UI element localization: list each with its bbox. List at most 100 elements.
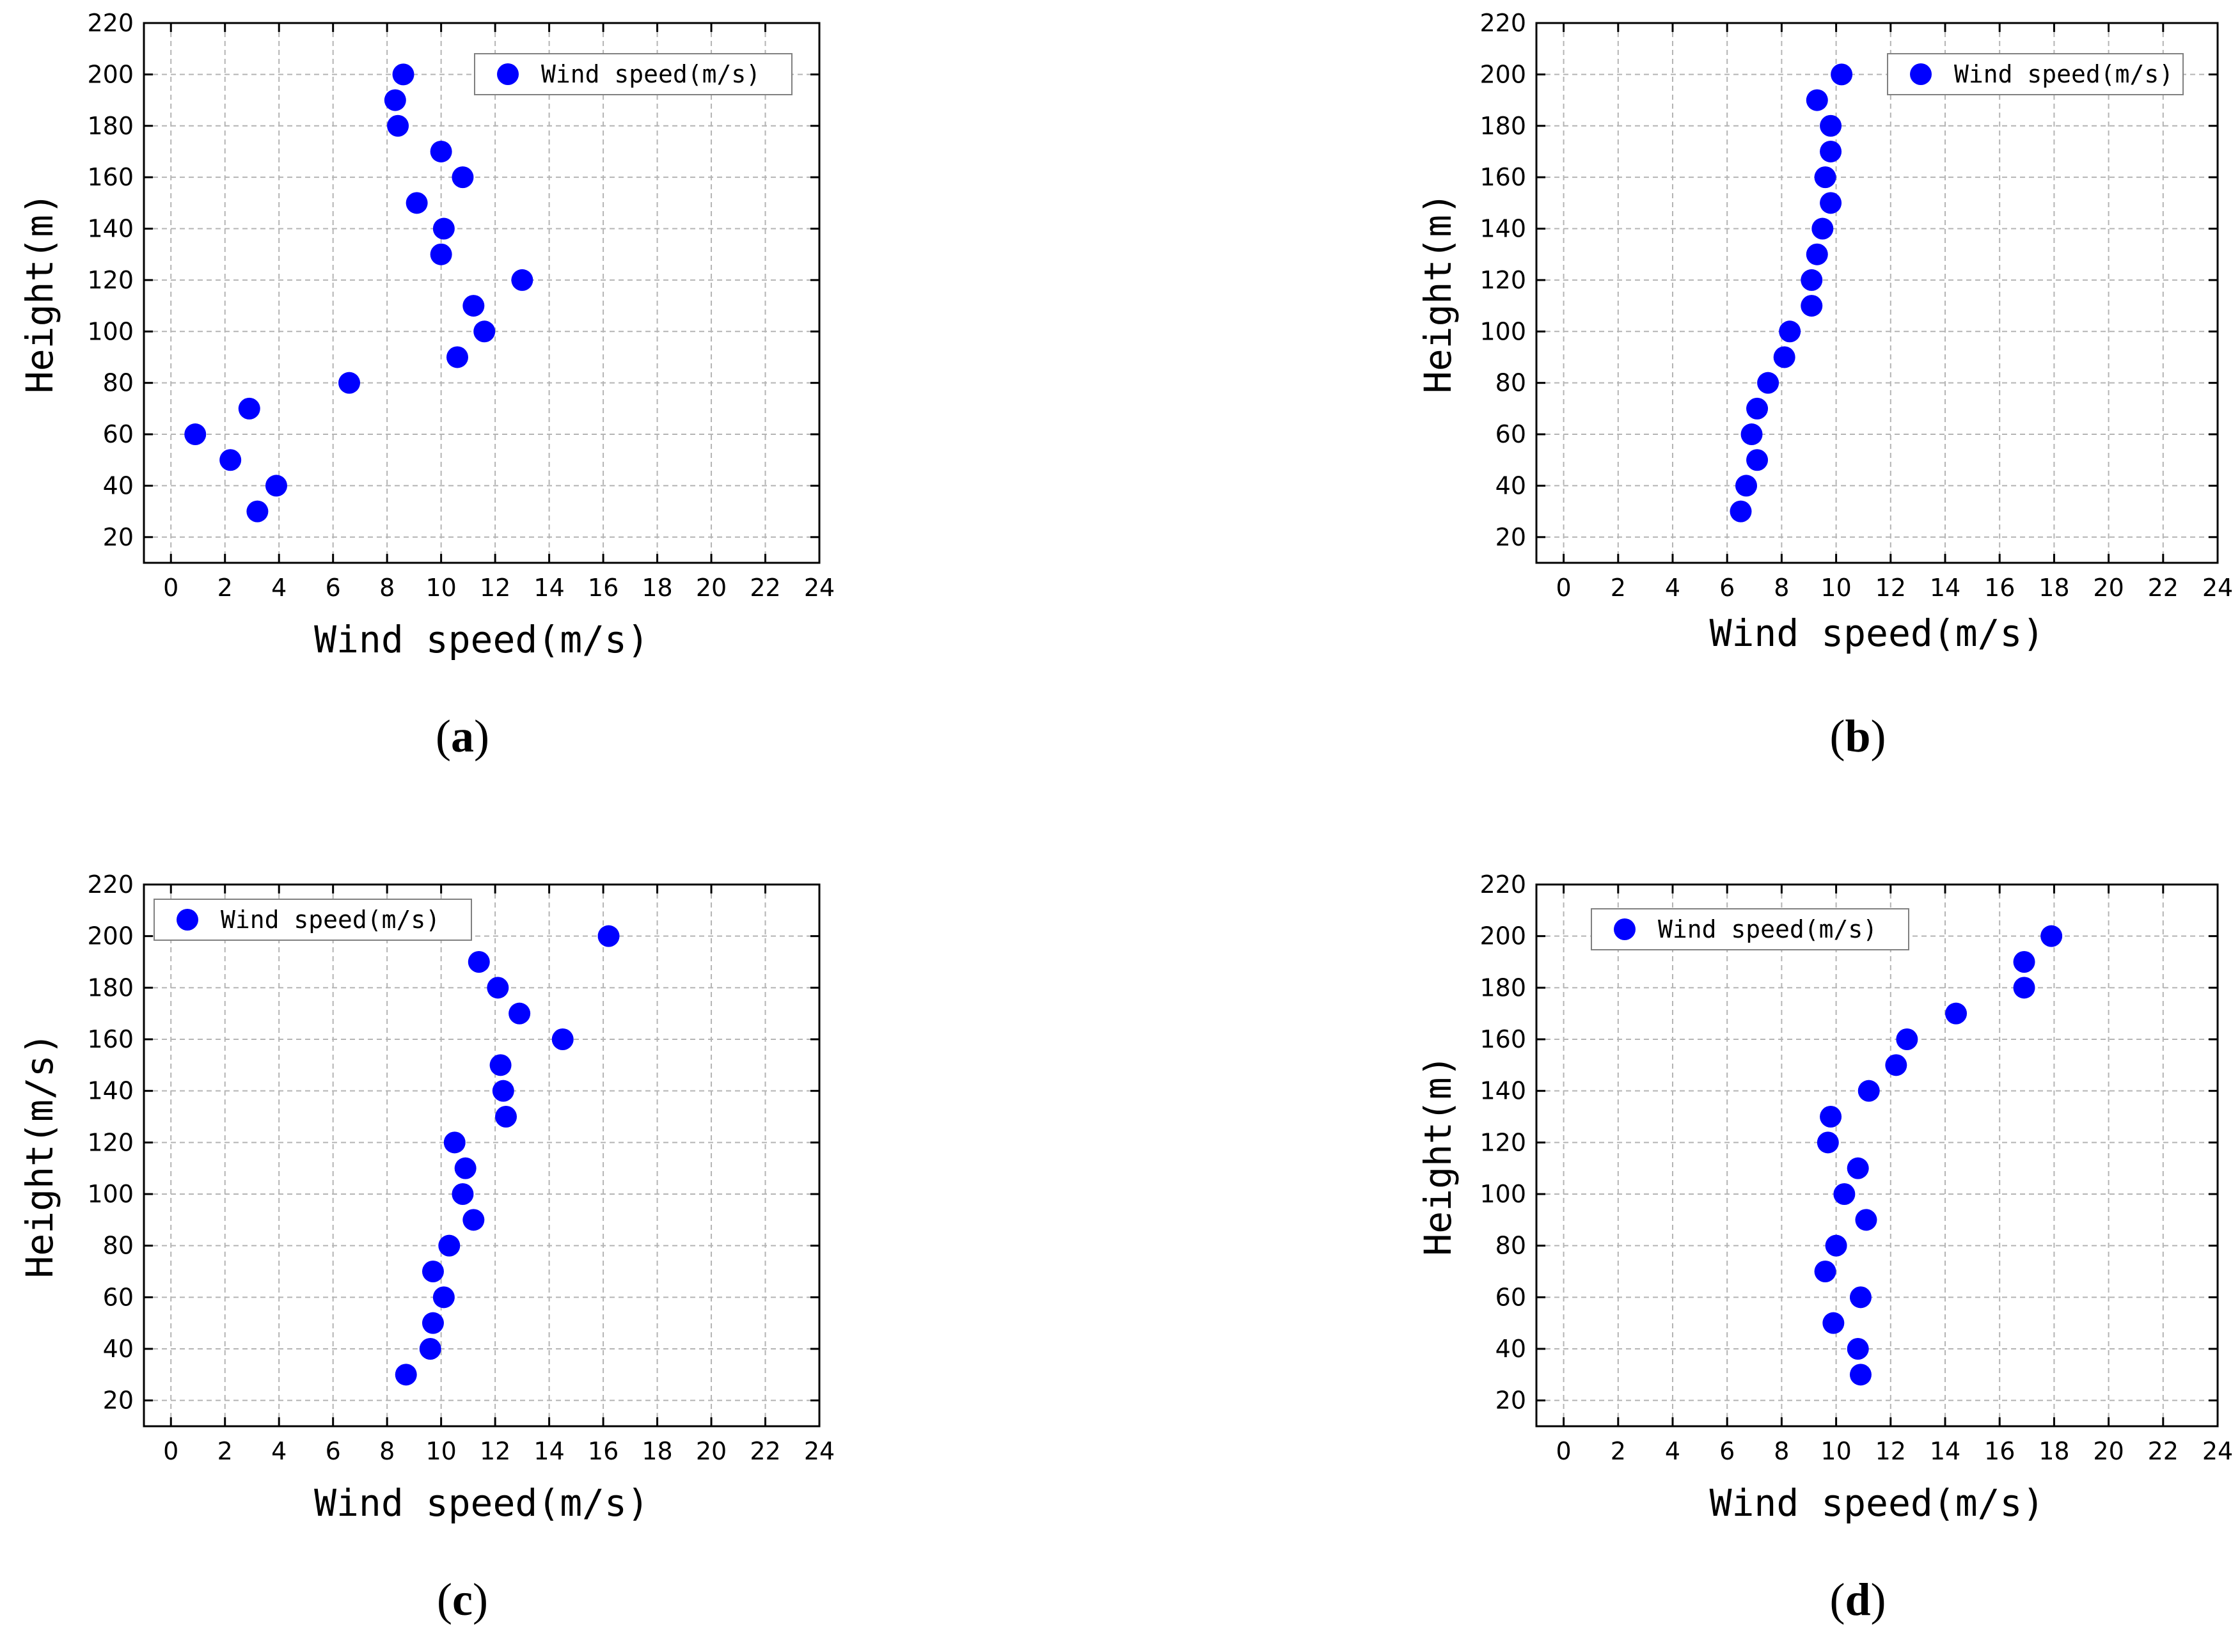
- y-tick-label: 160: [87, 163, 134, 191]
- x-tick-label: 12: [1875, 574, 1906, 602]
- x-tick-label: 16: [1984, 1437, 2015, 1465]
- x-tick-label: 10: [1820, 1437, 1851, 1465]
- data-point: [1746, 449, 1769, 471]
- data-point: [1740, 423, 1763, 446]
- data-point: [1814, 166, 1836, 189]
- data-point: [219, 449, 242, 471]
- x-tick-label: 14: [533, 1437, 564, 1465]
- x-tick-label: 8: [1774, 574, 1789, 602]
- x-tick-label: 12: [1875, 1437, 1906, 1465]
- plot-frame: [143, 883, 821, 1428]
- y-tick-label: 40: [103, 1335, 134, 1363]
- panel-label: (d): [1829, 1574, 1886, 1625]
- y-tick-label: 120: [87, 266, 134, 294]
- x-tick-label: 2: [217, 1437, 233, 1465]
- data-point: [2040, 925, 2063, 947]
- data-point: [487, 977, 509, 999]
- data-point: [1849, 1286, 1872, 1309]
- data-point: [452, 1183, 474, 1205]
- y-tick-label: 120: [1479, 266, 1526, 294]
- plot-frame: [1535, 883, 2219, 1428]
- chart-panel-a: 0 2 4 6 8 10 12 14 16 18 20 22 242040608010012014016…: [18, 9, 835, 762]
- data-point: [1820, 114, 1842, 137]
- chart-panel-d: 0 2 4 6 8 10 12 14 16 18 20 22 242040608010012014016…: [1416, 870, 2233, 1625]
- data-point: [1801, 295, 1823, 317]
- x-axis-label: Wind speed(m/s): [1710, 1481, 2045, 1525]
- data-point: [1779, 320, 1801, 343]
- y-tick-label: 200: [1479, 60, 1526, 88]
- data-point: [422, 1312, 444, 1334]
- y-tick-label: 40: [1495, 1335, 1526, 1363]
- y-tick-label: 80: [1495, 369, 1526, 397]
- data-point: [438, 1234, 461, 1257]
- y-tick-label: 220: [87, 9, 134, 37]
- panel-label: (b): [1829, 711, 1886, 762]
- data-point: [1817, 1131, 1839, 1154]
- legend-marker: [497, 63, 519, 85]
- y-tick-label: 200: [87, 922, 134, 950]
- y-tick-label: 140: [1479, 215, 1526, 243]
- data-point: [452, 166, 474, 189]
- x-tick-label: 2: [1611, 574, 1626, 602]
- chart-panel-b: 0 2 4 6 8 10 12 14 16 18 20 22 242040608010012014016…: [1416, 9, 2233, 762]
- x-tick-label: 14: [1930, 1437, 1960, 1465]
- data-point: [1820, 1106, 1842, 1128]
- x-tick-label: 24: [804, 1437, 835, 1465]
- x-tick-label: 4: [1665, 574, 1680, 602]
- y-tick-label: 160: [1479, 1025, 1526, 1053]
- y-tick-label: 60: [1495, 1283, 1526, 1311]
- y-tick-label: 60: [103, 420, 134, 448]
- x-tick-label: 20: [2093, 574, 2124, 602]
- data-point: [338, 372, 361, 394]
- x-tick-label: 22: [2148, 574, 2179, 602]
- y-tick-label: 20: [103, 1387, 134, 1415]
- data-point: [1806, 89, 1828, 111]
- x-tick-label: 20: [696, 574, 727, 602]
- y-tick-label: 100: [1479, 317, 1526, 345]
- data-point: [1855, 1209, 1877, 1231]
- x-tick-label: 18: [2039, 574, 2069, 602]
- x-tick-label: 4: [271, 1437, 287, 1465]
- x-tick-label: 14: [533, 574, 564, 602]
- data-point: [246, 500, 269, 523]
- legend-box: [1591, 908, 1909, 950]
- chart-panel-c: 0 2 4 6 8 10 12 14 16 18 20 22 242040608010012014016…: [18, 870, 835, 1625]
- data-point: [495, 1106, 517, 1128]
- data-point: [551, 1028, 574, 1050]
- x-axis-label: Wind speed(m/s): [314, 618, 649, 661]
- data-point: [387, 114, 409, 137]
- x-tick-label: 6: [1719, 1437, 1735, 1465]
- x-tick-label: 2: [217, 574, 233, 602]
- data-point: [492, 1080, 514, 1102]
- x-tick-label: 0: [163, 1437, 178, 1465]
- data-point: [184, 423, 207, 446]
- data-point: [1885, 1054, 1907, 1076]
- x-tick-label: 12: [480, 574, 510, 602]
- data-point: [1820, 192, 1842, 214]
- y-tick-label: 120: [87, 1128, 134, 1156]
- data-point: [1896, 1028, 1918, 1050]
- x-tick-label: 24: [2202, 574, 2233, 602]
- legend-box: [474, 53, 793, 95]
- x-tick-label: 6: [1719, 574, 1735, 602]
- y-tick-label: 40: [103, 471, 134, 500]
- x-tick-label: 16: [1984, 574, 2015, 602]
- legend-label: Wind speed(m/s): [1954, 60, 2173, 88]
- x-tick-label: 22: [2148, 1437, 2179, 1465]
- x-tick-label: 10: [425, 1437, 456, 1465]
- x-tick-label: 10: [1820, 574, 1851, 602]
- data-point: [462, 295, 485, 317]
- data-point: [432, 1286, 455, 1309]
- data-point: [265, 475, 287, 497]
- data-point: [473, 320, 496, 343]
- y-tick-label: 60: [1495, 420, 1526, 448]
- y-tick-label: 20: [103, 523, 134, 551]
- data-point: [1730, 500, 1752, 523]
- y-axis-label: Height(m): [18, 193, 61, 393]
- data-point: [1801, 269, 1823, 291]
- data-point: [462, 1209, 485, 1231]
- data-point: [1825, 1234, 1847, 1257]
- data-point: [1811, 217, 1834, 240]
- y-tick-label: 180: [1479, 112, 1526, 140]
